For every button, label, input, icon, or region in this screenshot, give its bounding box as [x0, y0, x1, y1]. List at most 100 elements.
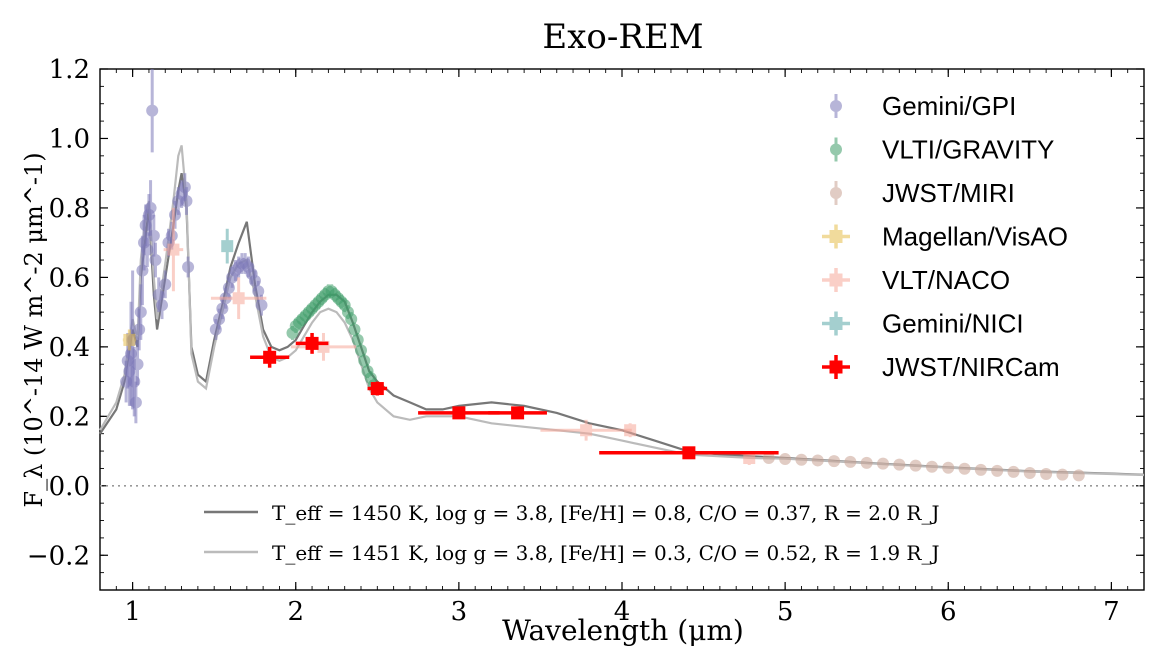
point-vlti-gravity — [358, 353, 371, 368]
point-jwst-nircam — [418, 406, 500, 420]
point-gemini-gpi — [155, 291, 168, 320]
data-point — [167, 243, 180, 256]
point-gemini-nici — [221, 228, 234, 264]
point-jwst-nircam — [488, 406, 547, 420]
model-legend-label: T_eff = 1451 K, log g = 3.8, [Fe/H] = 0.… — [272, 541, 940, 565]
point-jwst-miri — [844, 455, 857, 468]
point-jwst-miri — [991, 464, 1004, 477]
legend-label: VLTI/GRAVITY — [882, 135, 1054, 165]
point-vlti-gravity — [345, 312, 358, 327]
point-jwst-miri — [1040, 467, 1053, 480]
x-tick-label: 2 — [287, 597, 304, 627]
data-point — [1056, 468, 1069, 481]
point-jwst-nircam — [295, 332, 329, 354]
point-jwst-nircam — [367, 381, 388, 396]
data-point — [779, 453, 792, 466]
point-jwst-nircam — [599, 446, 779, 460]
x-axis-label: Wavelength (μm) — [502, 614, 744, 647]
point-jwst-miri — [877, 457, 889, 470]
data-point — [133, 323, 146, 336]
data-point — [155, 299, 168, 312]
data-point — [682, 446, 696, 460]
y-tick-label: 0.0 — [49, 472, 90, 502]
data-point — [1040, 467, 1053, 480]
point-gemini-gpi — [141, 232, 154, 267]
model-legend-label: T_eff = 1450 K, log g = 3.8, [Fe/H] = 0.… — [272, 501, 940, 525]
legend-entry — [822, 268, 850, 292]
point-vlt-naco — [540, 419, 632, 441]
point-jwst-miri — [779, 453, 792, 466]
point-gemini-gpi — [144, 180, 157, 236]
model-legend: T_eff = 1450 K, log g = 3.8, [Fe/H] = 0.… — [204, 501, 940, 565]
x-tick-label: 5 — [777, 597, 794, 627]
point-jwst-miri — [860, 456, 873, 469]
legend-entry — [830, 94, 842, 118]
y-tick-label: 0.2 — [49, 402, 90, 432]
legend-marker — [830, 100, 842, 112]
data-point — [991, 464, 1004, 477]
data-point — [348, 323, 361, 336]
data-point — [958, 462, 971, 475]
legend-marker — [830, 143, 842, 156]
data-point — [1072, 469, 1085, 482]
y-tick-label: −0.2 — [27, 541, 90, 571]
point-vlt-naco — [290, 332, 357, 361]
data-point — [178, 181, 191, 194]
point-gemini-gpi — [180, 187, 193, 215]
data-point — [355, 344, 367, 357]
legend-label: JWST/MIRI — [882, 178, 1015, 208]
point-jwst-miri — [1072, 469, 1085, 482]
data-point — [221, 240, 234, 253]
data-point — [370, 382, 384, 396]
legend-entry — [822, 311, 850, 336]
legend-label: Gemini/GPI — [882, 91, 1016, 121]
data-point — [134, 306, 147, 319]
data-point — [828, 455, 841, 468]
legend-marker — [830, 187, 842, 199]
y-axis-label: F_λ (10^-14 W m^-2 μm^-1) — [20, 152, 48, 507]
y-tick-label: 0.4 — [49, 333, 90, 363]
data-point — [909, 459, 922, 472]
legend: Gemini/GPI VLTI/GRAVITY JWST/MIRI Magellan/… — [822, 91, 1068, 382]
point-jwst-miri — [1023, 466, 1036, 479]
y-tick-label: 0.6 — [49, 263, 90, 293]
point-vlt-naco — [624, 423, 637, 438]
point-gemini-gpi — [147, 214, 160, 257]
point-gemini-gpi — [149, 242, 162, 278]
point-gemini-gpi — [146, 69, 159, 153]
x-tick-label: 6 — [940, 597, 957, 627]
x-tick-label: 3 — [451, 597, 468, 627]
legend-marker — [829, 317, 843, 330]
data-point — [811, 454, 824, 467]
point-jwst-miri — [974, 463, 987, 476]
point-magellan-visao — [122, 329, 136, 351]
point-vlt-naco — [210, 277, 267, 320]
y-tick-label: 0.8 — [49, 194, 90, 224]
data-point — [580, 424, 593, 437]
data-point — [795, 453, 808, 466]
data-point — [942, 461, 955, 474]
point-jwst-miri — [893, 458, 906, 471]
legend-label: Magellan/VisAO — [882, 222, 1068, 252]
legend-label: Gemini/NICI — [882, 309, 1024, 339]
data-point — [141, 243, 154, 256]
data-point — [263, 350, 277, 364]
data-point — [511, 406, 525, 420]
data-point — [345, 313, 358, 326]
data-point — [305, 336, 319, 350]
point-vlt-naco — [163, 207, 184, 292]
legend-entry — [822, 355, 850, 379]
legend-entry — [822, 224, 850, 249]
data-point — [147, 229, 160, 242]
data-point — [624, 424, 637, 437]
data-point — [1023, 466, 1036, 479]
data-point — [255, 299, 268, 312]
chart-title: Exo-REM — [542, 17, 703, 57]
point-jwst-miri — [762, 452, 775, 465]
point-jwst-miri — [795, 453, 808, 466]
point-gemini-gpi — [159, 270, 172, 299]
data-point — [123, 333, 136, 346]
point-vlti-gravity — [348, 322, 361, 337]
data-point — [182, 260, 195, 273]
data-point — [159, 278, 172, 291]
